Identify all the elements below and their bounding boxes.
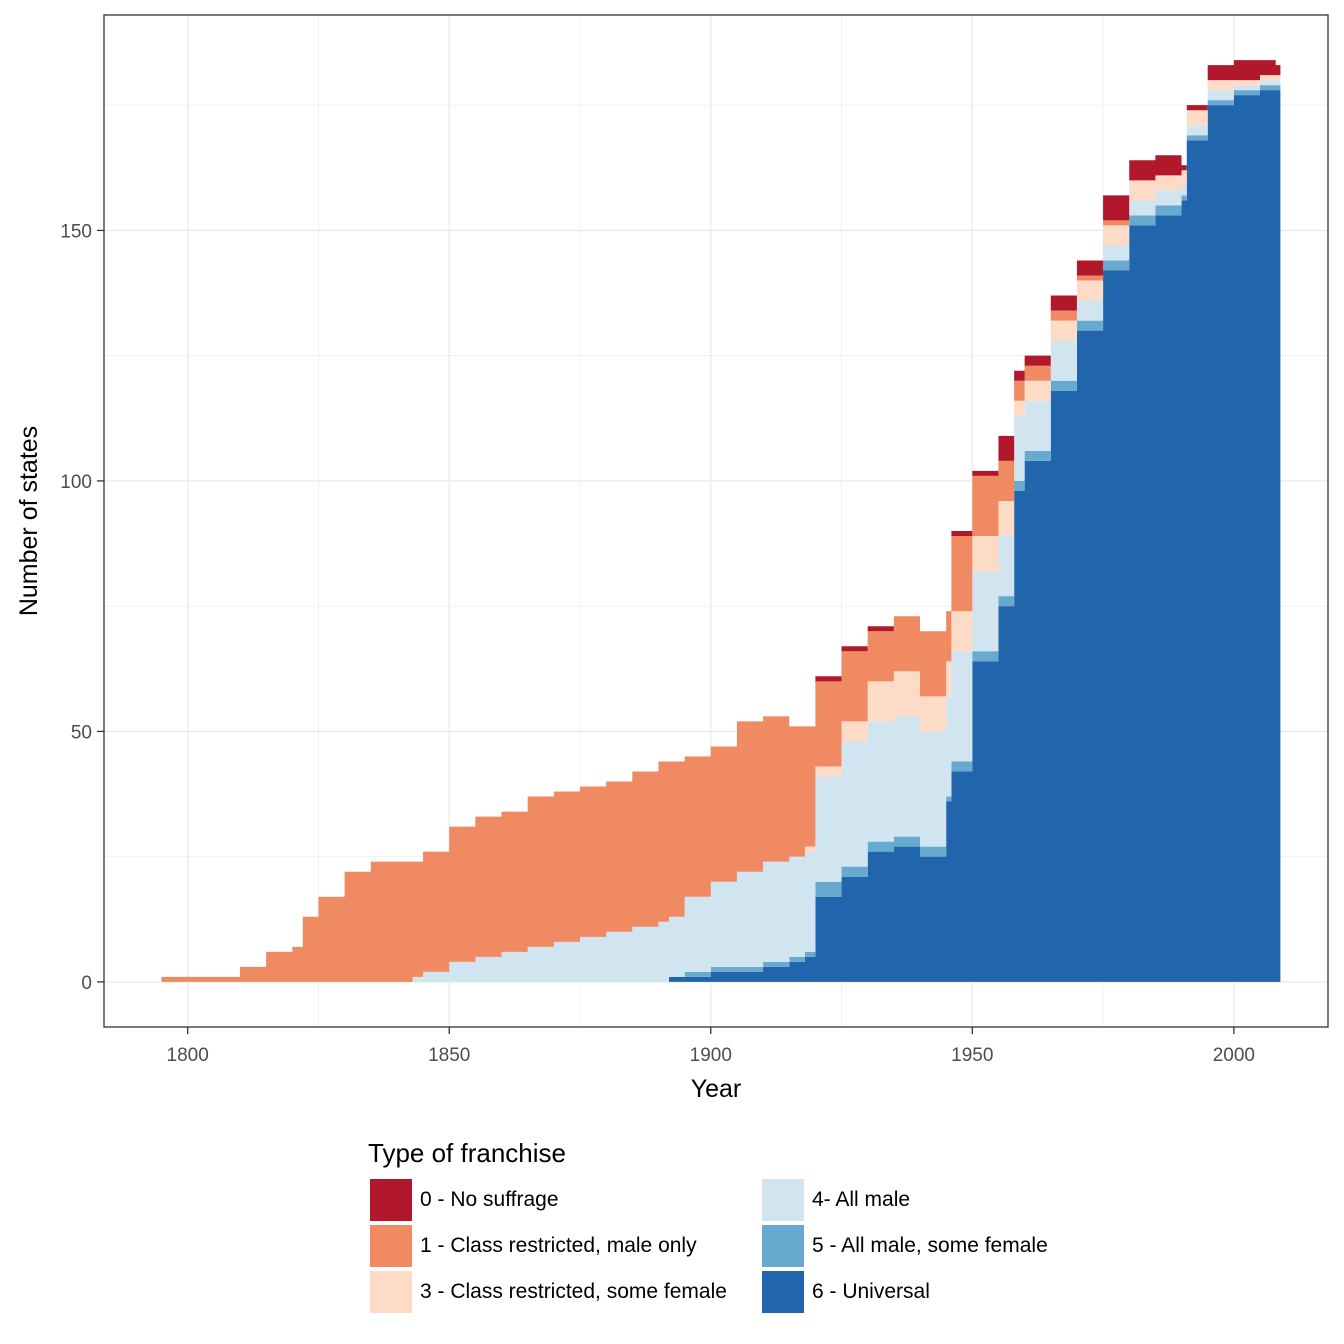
legend-label: 1 - Class restricted, male only — [420, 1234, 697, 1257]
legend-swatch — [370, 1225, 412, 1267]
legend-label: 5 - All male, some female — [812, 1234, 1048, 1257]
stacked-areas — [161, 60, 1281, 982]
plot-border — [103, 14, 1329, 1028]
area-series-6-universal — [161, 90, 1281, 982]
y-tick-label: 50 — [71, 722, 92, 743]
legend-swatch — [370, 1179, 412, 1221]
x-tick-label: 2000 — [1213, 1045, 1255, 1066]
legend-label: 4- All male — [812, 1188, 911, 1211]
y-axis: 0 50 100 150 — [60, 221, 104, 994]
legend-swatch — [370, 1271, 412, 1313]
area-series-1-class-restricted-male-only — [161, 75, 1281, 982]
legend-label: 3 - Class restricted, some female — [420, 1280, 727, 1303]
y-tick-label: 100 — [60, 472, 92, 493]
legend-title: Type of franchise — [368, 1138, 566, 1168]
legend: Type of franchise 0 - No suffrage 1 - Cl… — [368, 1138, 1128, 1318]
legend-label: 6 - Universal — [812, 1280, 930, 1303]
x-axis: 1800 1850 1900 1950 2000 — [167, 1027, 1255, 1066]
y-tick-label: 150 — [60, 221, 92, 242]
y-tick-label: 0 — [81, 973, 92, 994]
legend-swatch — [762, 1271, 804, 1313]
x-tick-label: 1800 — [167, 1045, 209, 1066]
legend-swatch — [762, 1179, 804, 1221]
x-axis-title: Year — [691, 1075, 742, 1103]
legend-swatch — [762, 1225, 804, 1267]
legend-label: 0 - No suffrage — [420, 1188, 559, 1211]
y-axis-title: Number of states — [15, 426, 43, 616]
x-tick-label: 1900 — [690, 1045, 732, 1066]
x-tick-label: 1850 — [428, 1045, 470, 1066]
x-tick-label: 1950 — [951, 1045, 993, 1066]
